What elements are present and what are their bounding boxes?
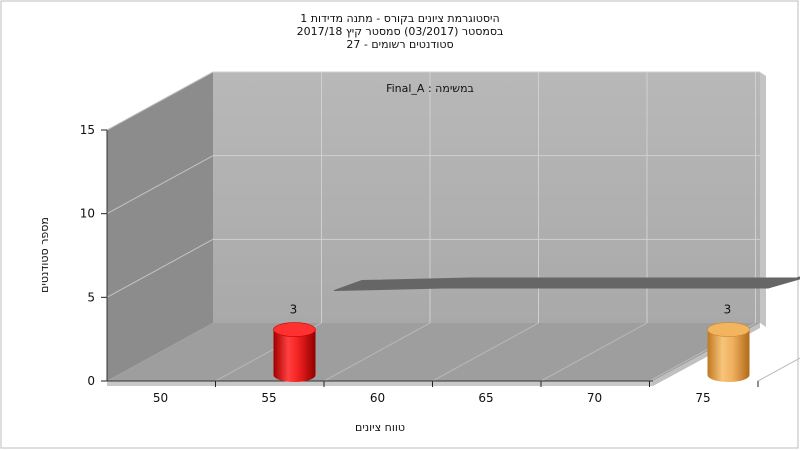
y-tick-label: 0 <box>87 374 95 388</box>
floor-edge <box>107 381 653 386</box>
bar-top <box>273 322 316 337</box>
gridline-side-15 <box>106 71 214 131</box>
y-tick-label: 5 <box>87 290 95 304</box>
gridline-side-10 <box>106 155 214 215</box>
chart-title-line-3: סטודנטים רשומים - 27 <box>346 38 454 51</box>
x-axis-title: טווח ציונים <box>355 421 405 434</box>
bar-body <box>273 329 316 382</box>
gridline-floor-60 <box>432 322 539 382</box>
gridline-side-5 <box>106 238 214 298</box>
y-tick-label: 10 <box>80 207 95 221</box>
inner-label: Final_A : במשימה <box>386 82 474 95</box>
x-tick-label: 60 <box>370 391 385 405</box>
x-tick-label: 65 <box>478 391 493 405</box>
distribution-curve <box>333 276 800 292</box>
gridline-floor-55 <box>323 322 431 382</box>
back-wall <box>213 72 760 323</box>
x-tick-label: 55 <box>261 391 276 405</box>
back-wall-side <box>760 72 766 327</box>
gridline-floor-75 <box>757 357 800 382</box>
x-tick-label: 70 <box>587 391 602 405</box>
gridline-floor-65 <box>540 322 648 382</box>
y-tick-label: 15 <box>80 123 95 137</box>
bar-top <box>707 322 750 337</box>
y-axis-title: מספר סטודנטים <box>38 217 51 293</box>
x-tick-label: 75 <box>695 391 710 405</box>
chart-title-line-2: בסמסטר (03/2017) סמסטר קיץ 2017/18 <box>296 25 504 38</box>
floor <box>107 323 760 381</box>
bar-50: 3 <box>273 303 316 382</box>
left-wall <box>107 72 213 381</box>
curve-segment <box>767 276 800 289</box>
chart-title-line-1: היסטוגרמת ציונים בקורס - מתנה מדידות 1 <box>300 12 500 25</box>
bar-value-label: 3 <box>724 303 732 317</box>
bar-body <box>707 329 750 382</box>
bar-value-label: 3 <box>290 303 298 317</box>
bar-70: 3 <box>707 303 750 382</box>
x-tick-label: 50 <box>153 391 168 405</box>
bars: 336104 <box>273 303 750 382</box>
x-axis: 505560657075808590 <box>107 380 759 405</box>
y-axis: 0 5 10 15 <box>80 123 108 388</box>
